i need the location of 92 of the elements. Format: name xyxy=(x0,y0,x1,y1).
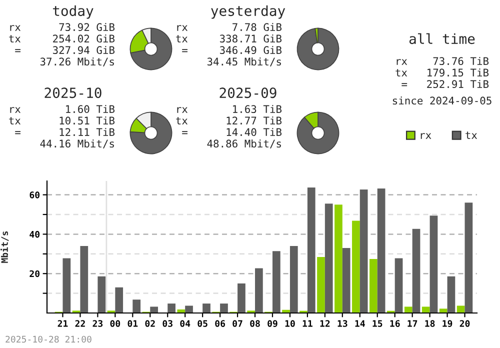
bar xyxy=(456,306,465,313)
bar xyxy=(168,304,176,313)
bar xyxy=(422,306,430,313)
x-tick-label: 13 xyxy=(338,320,348,327)
bar xyxy=(370,259,378,313)
text: = 252.91 TiB xyxy=(402,80,489,88)
bar xyxy=(377,188,386,313)
bar xyxy=(132,300,141,313)
bar xyxy=(62,258,71,313)
legend-label: rx xyxy=(420,133,432,139)
bar xyxy=(150,306,158,313)
bar xyxy=(98,276,106,313)
x-tick-label: 23 xyxy=(92,320,103,327)
chart-title: 2025-09 xyxy=(220,88,276,98)
bar xyxy=(430,216,438,313)
y-tick-label: 20 xyxy=(30,270,40,278)
text: rx 73.76 TiB xyxy=(396,56,489,66)
text: tx 254.02 GiB xyxy=(9,34,115,43)
donut-slice xyxy=(296,112,340,154)
text: = 14.40 TiB xyxy=(182,128,282,136)
bar xyxy=(290,246,298,313)
bar xyxy=(404,306,412,313)
text: since 2024-09-05 xyxy=(392,96,492,105)
text: 2025-10-28 21:00 xyxy=(6,336,92,343)
text: all time xyxy=(409,33,475,44)
x-tick-label: 11 xyxy=(302,320,312,327)
bar xyxy=(412,228,420,313)
x-tick-label: 06 xyxy=(215,320,225,327)
y-tick-label: 40 xyxy=(30,230,40,238)
bar xyxy=(394,258,403,313)
text: 37.26 Mbit/s xyxy=(40,57,114,66)
text: rx 1.63 TiB xyxy=(177,104,282,114)
text: 44.16 Mbit/s xyxy=(40,139,114,148)
legend-label: tx xyxy=(466,132,478,139)
x-tick-label: 16 xyxy=(390,320,400,327)
bar xyxy=(342,248,350,313)
x-tick-label: 19 xyxy=(442,320,452,327)
text: = 12.11 TiB xyxy=(15,128,115,136)
donut-slice xyxy=(130,28,172,70)
bar xyxy=(307,188,316,313)
bar xyxy=(185,306,193,313)
chart-title: 2025-10 xyxy=(44,88,102,98)
bar xyxy=(272,251,280,313)
chart-title: today xyxy=(52,5,94,19)
bar xyxy=(202,304,210,313)
y-tick-label: 60 xyxy=(30,192,40,198)
bar xyxy=(324,204,333,313)
bar xyxy=(220,304,228,313)
x-tick-label: 09 xyxy=(268,320,278,327)
x-tick-label: 03 xyxy=(162,320,172,327)
x-tick-label: 17 xyxy=(408,320,418,327)
x-tick-label: 00 xyxy=(110,320,120,327)
x-tick-label: 20 xyxy=(460,320,470,327)
bar xyxy=(439,308,448,313)
chart-title: yesterday xyxy=(211,5,286,19)
text: tx 12.77 TiB xyxy=(176,116,282,124)
donut-slice xyxy=(296,28,340,70)
x-tick-label: 22 xyxy=(75,320,85,327)
x-tick-label: 04 xyxy=(180,320,190,327)
x-tick-label: 12 xyxy=(320,320,330,327)
text: = 346.49 GiB xyxy=(182,46,282,54)
text: tx 179.15 TiB xyxy=(396,68,489,77)
x-tick-label: 07 xyxy=(232,320,242,327)
x-tick-label: 08 xyxy=(250,320,260,327)
x-tick-label: 21 xyxy=(58,320,68,327)
bar xyxy=(352,220,360,313)
bar xyxy=(238,283,246,313)
text: tx 338.71 GiB xyxy=(176,34,282,43)
bar xyxy=(115,287,124,313)
x-tick-label: 10 xyxy=(285,320,295,327)
text: rx 7.78 GiB xyxy=(177,22,282,32)
text: rx 73.92 GiB xyxy=(10,22,115,32)
x-tick-label: 18 xyxy=(425,320,435,327)
bar xyxy=(334,204,342,313)
bar xyxy=(360,189,368,313)
y-axis-title: Mbit/s xyxy=(0,231,9,263)
bar xyxy=(80,246,88,313)
x-tick-label: 01 xyxy=(128,320,138,327)
text: 48.86 Mbit/s xyxy=(207,139,281,148)
bar xyxy=(317,257,325,313)
x-tick-label: 14 xyxy=(355,320,365,327)
text: tx 10.51 TiB xyxy=(9,116,115,125)
x-tick-label: 05 xyxy=(198,320,208,327)
bar xyxy=(447,276,456,313)
x-tick-label: 02 xyxy=(145,320,155,327)
x-tick-label: 15 xyxy=(372,320,382,327)
bar xyxy=(464,202,473,313)
bar xyxy=(255,268,263,313)
text: = 327.94 GiB xyxy=(15,46,115,54)
text: rx 1.60 TiB xyxy=(10,104,115,114)
text: 34.45 Mbit/s xyxy=(207,57,281,66)
donut-slice xyxy=(130,112,172,154)
